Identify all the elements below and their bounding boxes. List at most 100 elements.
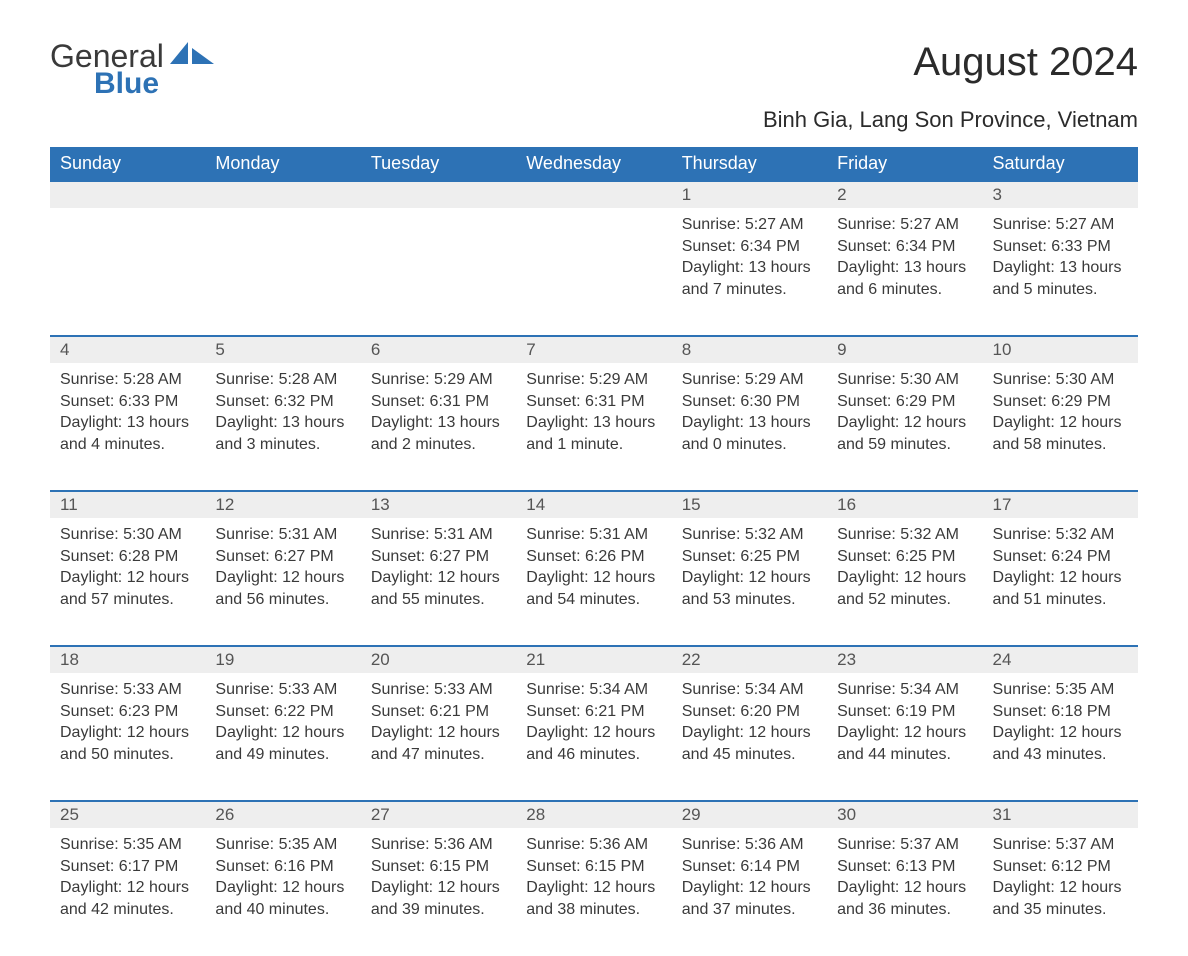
day-details-cell: Sunrise: 5:37 AMSunset: 6:12 PMDaylight:… — [983, 828, 1138, 956]
day-details: Sunrise: 5:36 AMSunset: 6:14 PMDaylight:… — [672, 828, 827, 936]
day-details: Sunrise: 5:34 AMSunset: 6:20 PMDaylight:… — [672, 673, 827, 781]
day-number-cell: 8 — [672, 336, 827, 363]
day-details-row: Sunrise: 5:35 AMSunset: 6:17 PMDaylight:… — [50, 828, 1138, 956]
day-number-cell: 19 — [205, 646, 360, 673]
day-details: Sunrise: 5:34 AMSunset: 6:19 PMDaylight:… — [827, 673, 982, 781]
day-details-cell: Sunrise: 5:37 AMSunset: 6:13 PMDaylight:… — [827, 828, 982, 956]
day-details-cell: Sunrise: 5:27 AMSunset: 6:33 PMDaylight:… — [983, 208, 1138, 336]
day-number-cell: 23 — [827, 646, 982, 673]
day-number-cell: 27 — [361, 801, 516, 828]
day-number-cell: 17 — [983, 491, 1138, 518]
day-details-cell: Sunrise: 5:33 AMSunset: 6:23 PMDaylight:… — [50, 673, 205, 801]
day-details-cell: Sunrise: 5:30 AMSunset: 6:29 PMDaylight:… — [827, 363, 982, 491]
calendar-table: Sunday Monday Tuesday Wednesday Thursday… — [50, 147, 1138, 956]
day-details: Sunrise: 5:30 AMSunset: 6:29 PMDaylight:… — [983, 363, 1138, 471]
day-details-cell: Sunrise: 5:31 AMSunset: 6:26 PMDaylight:… — [516, 518, 671, 646]
day-details-cell: Sunrise: 5:27 AMSunset: 6:34 PMDaylight:… — [827, 208, 982, 336]
day-details: Sunrise: 5:28 AMSunset: 6:32 PMDaylight:… — [205, 363, 360, 471]
day-details-cell — [205, 208, 360, 336]
day-details: Sunrise: 5:30 AMSunset: 6:29 PMDaylight:… — [827, 363, 982, 471]
day-details-cell: Sunrise: 5:34 AMSunset: 6:19 PMDaylight:… — [827, 673, 982, 801]
day-number-cell — [50, 181, 205, 208]
day-number-cell: 15 — [672, 491, 827, 518]
day-details: Sunrise: 5:27 AMSunset: 6:34 PMDaylight:… — [672, 208, 827, 316]
brand-logo: General Blue — [50, 40, 216, 101]
day-details-cell: Sunrise: 5:34 AMSunset: 6:21 PMDaylight:… — [516, 673, 671, 801]
day-details-cell: Sunrise: 5:33 AMSunset: 6:21 PMDaylight:… — [361, 673, 516, 801]
day-details: Sunrise: 5:35 AMSunset: 6:16 PMDaylight:… — [205, 828, 360, 936]
day-number-cell — [361, 181, 516, 208]
day-details-row: Sunrise: 5:28 AMSunset: 6:33 PMDaylight:… — [50, 363, 1138, 491]
day-number-row: 18192021222324 — [50, 646, 1138, 673]
day-number-cell: 18 — [50, 646, 205, 673]
col-saturday: Saturday — [983, 147, 1138, 181]
col-friday: Friday — [827, 147, 982, 181]
col-wednesday: Wednesday — [516, 147, 671, 181]
weekday-header-row: Sunday Monday Tuesday Wednesday Thursday… — [50, 147, 1138, 181]
day-number-cell: 28 — [516, 801, 671, 828]
day-number-cell: 31 — [983, 801, 1138, 828]
day-number-row: 123 — [50, 181, 1138, 208]
day-details: Sunrise: 5:33 AMSunset: 6:23 PMDaylight:… — [50, 673, 205, 781]
day-number-row: 11121314151617 — [50, 491, 1138, 518]
day-number-cell: 7 — [516, 336, 671, 363]
day-details: Sunrise: 5:29 AMSunset: 6:30 PMDaylight:… — [672, 363, 827, 471]
day-details: Sunrise: 5:28 AMSunset: 6:33 PMDaylight:… — [50, 363, 205, 471]
day-details-cell: Sunrise: 5:35 AMSunset: 6:17 PMDaylight:… — [50, 828, 205, 956]
header: General Blue August 2024 — [50, 40, 1138, 101]
day-details-cell: Sunrise: 5:31 AMSunset: 6:27 PMDaylight:… — [361, 518, 516, 646]
day-details: Sunrise: 5:37 AMSunset: 6:13 PMDaylight:… — [827, 828, 982, 936]
day-details-cell: Sunrise: 5:35 AMSunset: 6:18 PMDaylight:… — [983, 673, 1138, 801]
day-details: Sunrise: 5:31 AMSunset: 6:27 PMDaylight:… — [361, 518, 516, 626]
day-details-cell: Sunrise: 5:31 AMSunset: 6:27 PMDaylight:… — [205, 518, 360, 646]
day-number-cell: 21 — [516, 646, 671, 673]
day-details: Sunrise: 5:32 AMSunset: 6:24 PMDaylight:… — [983, 518, 1138, 626]
day-number-cell: 25 — [50, 801, 205, 828]
col-monday: Monday — [205, 147, 360, 181]
day-number-cell: 1 — [672, 181, 827, 208]
day-details: Sunrise: 5:31 AMSunset: 6:27 PMDaylight:… — [205, 518, 360, 626]
day-details: Sunrise: 5:35 AMSunset: 6:17 PMDaylight:… — [50, 828, 205, 936]
col-tuesday: Tuesday — [361, 147, 516, 181]
day-number-cell: 6 — [361, 336, 516, 363]
day-details: Sunrise: 5:31 AMSunset: 6:26 PMDaylight:… — [516, 518, 671, 626]
day-details: Sunrise: 5:33 AMSunset: 6:22 PMDaylight:… — [205, 673, 360, 781]
day-number-cell: 3 — [983, 181, 1138, 208]
day-details: Sunrise: 5:35 AMSunset: 6:18 PMDaylight:… — [983, 673, 1138, 781]
day-number-cell: 16 — [827, 491, 982, 518]
day-number-cell: 20 — [361, 646, 516, 673]
day-details-cell — [361, 208, 516, 336]
day-details-cell: Sunrise: 5:34 AMSunset: 6:20 PMDaylight:… — [672, 673, 827, 801]
day-number-cell: 13 — [361, 491, 516, 518]
day-number-cell: 5 — [205, 336, 360, 363]
day-details-cell: Sunrise: 5:33 AMSunset: 6:22 PMDaylight:… — [205, 673, 360, 801]
day-details: Sunrise: 5:36 AMSunset: 6:15 PMDaylight:… — [361, 828, 516, 936]
day-details-cell: Sunrise: 5:32 AMSunset: 6:24 PMDaylight:… — [983, 518, 1138, 646]
day-details-cell: Sunrise: 5:29 AMSunset: 6:31 PMDaylight:… — [516, 363, 671, 491]
day-details: Sunrise: 5:34 AMSunset: 6:21 PMDaylight:… — [516, 673, 671, 781]
day-details-row: Sunrise: 5:33 AMSunset: 6:23 PMDaylight:… — [50, 673, 1138, 801]
day-number-row: 25262728293031 — [50, 801, 1138, 828]
day-details: Sunrise: 5:30 AMSunset: 6:28 PMDaylight:… — [50, 518, 205, 626]
day-details-row: Sunrise: 5:27 AMSunset: 6:34 PMDaylight:… — [50, 208, 1138, 336]
day-details-row: Sunrise: 5:30 AMSunset: 6:28 PMDaylight:… — [50, 518, 1138, 646]
day-details-cell: Sunrise: 5:27 AMSunset: 6:34 PMDaylight:… — [672, 208, 827, 336]
day-number-cell — [205, 181, 360, 208]
day-number-cell: 11 — [50, 491, 205, 518]
day-details: Sunrise: 5:32 AMSunset: 6:25 PMDaylight:… — [827, 518, 982, 626]
day-details-cell: Sunrise: 5:30 AMSunset: 6:28 PMDaylight:… — [50, 518, 205, 646]
day-details-cell: Sunrise: 5:28 AMSunset: 6:32 PMDaylight:… — [205, 363, 360, 491]
day-number-cell: 29 — [672, 801, 827, 828]
day-details-cell: Sunrise: 5:36 AMSunset: 6:14 PMDaylight:… — [672, 828, 827, 956]
col-thursday: Thursday — [672, 147, 827, 181]
day-details: Sunrise: 5:29 AMSunset: 6:31 PMDaylight:… — [516, 363, 671, 471]
page-subtitle: Binh Gia, Lang Son Province, Vietnam — [50, 107, 1138, 133]
day-details-cell: Sunrise: 5:36 AMSunset: 6:15 PMDaylight:… — [516, 828, 671, 956]
day-details: Sunrise: 5:27 AMSunset: 6:33 PMDaylight:… — [983, 208, 1138, 316]
day-details-cell: Sunrise: 5:30 AMSunset: 6:29 PMDaylight:… — [983, 363, 1138, 491]
day-details-cell: Sunrise: 5:32 AMSunset: 6:25 PMDaylight:… — [827, 518, 982, 646]
day-details: Sunrise: 5:33 AMSunset: 6:21 PMDaylight:… — [361, 673, 516, 781]
day-number-cell: 30 — [827, 801, 982, 828]
day-number-cell — [516, 181, 671, 208]
day-number-cell: 4 — [50, 336, 205, 363]
